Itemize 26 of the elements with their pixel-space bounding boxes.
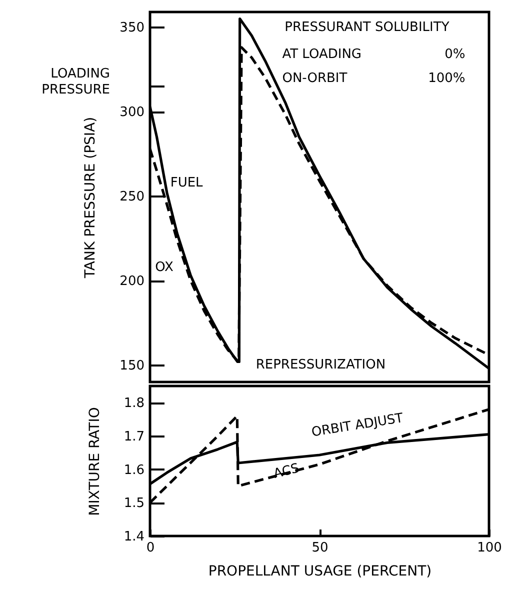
- annotation: ON-ORBIT: [282, 70, 348, 86]
- x-tick-label: 100: [477, 540, 502, 556]
- x-tick-label: 50: [312, 540, 328, 556]
- y-tick-label: 350: [120, 20, 144, 36]
- text: ORBIT ADJUST: [310, 411, 404, 440]
- annotation: 0%: [444, 47, 466, 62]
- y-tick-label: 1.6: [124, 462, 144, 478]
- y-tick-label: 250: [120, 190, 144, 205]
- y-tick-label: 150: [120, 358, 144, 374]
- y-tick-label: 1.8: [124, 396, 144, 412]
- y-tick-label: 200: [120, 274, 144, 290]
- y-tick-label: 1.5: [124, 496, 144, 512]
- series-label: FUEL: [170, 175, 204, 190]
- annotation: AT LOADING: [282, 47, 362, 62]
- text: LOADING PRESSURE: [42, 66, 110, 98]
- y-axis-title: MIXTURE RATIO: [86, 407, 103, 516]
- annotation: PRESSURANT SOLUBILITY: [284, 20, 450, 36]
- series-label: OX: [155, 260, 174, 275]
- annotation: REPRESSURIZATION: [256, 358, 386, 373]
- y-tick-label: 1.4: [124, 530, 144, 544]
- y-tick-label: 1.7: [124, 430, 144, 444]
- x-axis-title: PROPELLANT USAGE (PERCENT): [208, 564, 432, 580]
- annotation: 100%: [428, 70, 466, 86]
- y-axis-title: TANK PRESSURE (PSIA): [82, 116, 99, 280]
- x-tick-label: 0: [146, 540, 155, 556]
- y-tick-label: 300: [120, 105, 144, 120]
